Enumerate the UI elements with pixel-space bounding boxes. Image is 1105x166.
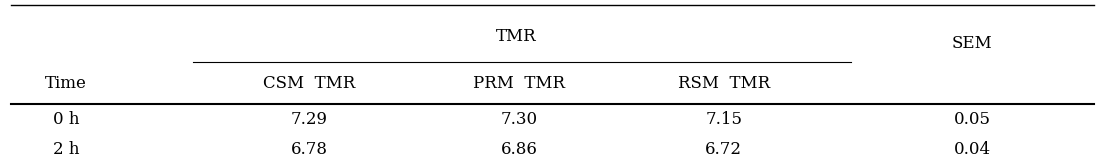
- Text: PRM  TMR: PRM TMR: [473, 75, 566, 91]
- Text: TMR: TMR: [496, 28, 537, 45]
- Text: 7.29: 7.29: [291, 111, 328, 128]
- Text: 7.15: 7.15: [705, 111, 743, 128]
- Text: 6.78: 6.78: [291, 141, 328, 158]
- Text: 2 h: 2 h: [53, 141, 80, 158]
- Text: 0.04: 0.04: [954, 141, 991, 158]
- Text: RSM  TMR: RSM TMR: [677, 75, 770, 91]
- Text: Time: Time: [45, 75, 87, 91]
- Text: 6.86: 6.86: [501, 141, 538, 158]
- Text: 7.30: 7.30: [501, 111, 538, 128]
- Text: 0.05: 0.05: [954, 111, 991, 128]
- Text: SEM: SEM: [953, 35, 992, 52]
- Text: 0 h: 0 h: [53, 111, 80, 128]
- Text: 6.72: 6.72: [705, 141, 743, 158]
- Text: CSM  TMR: CSM TMR: [263, 75, 356, 91]
